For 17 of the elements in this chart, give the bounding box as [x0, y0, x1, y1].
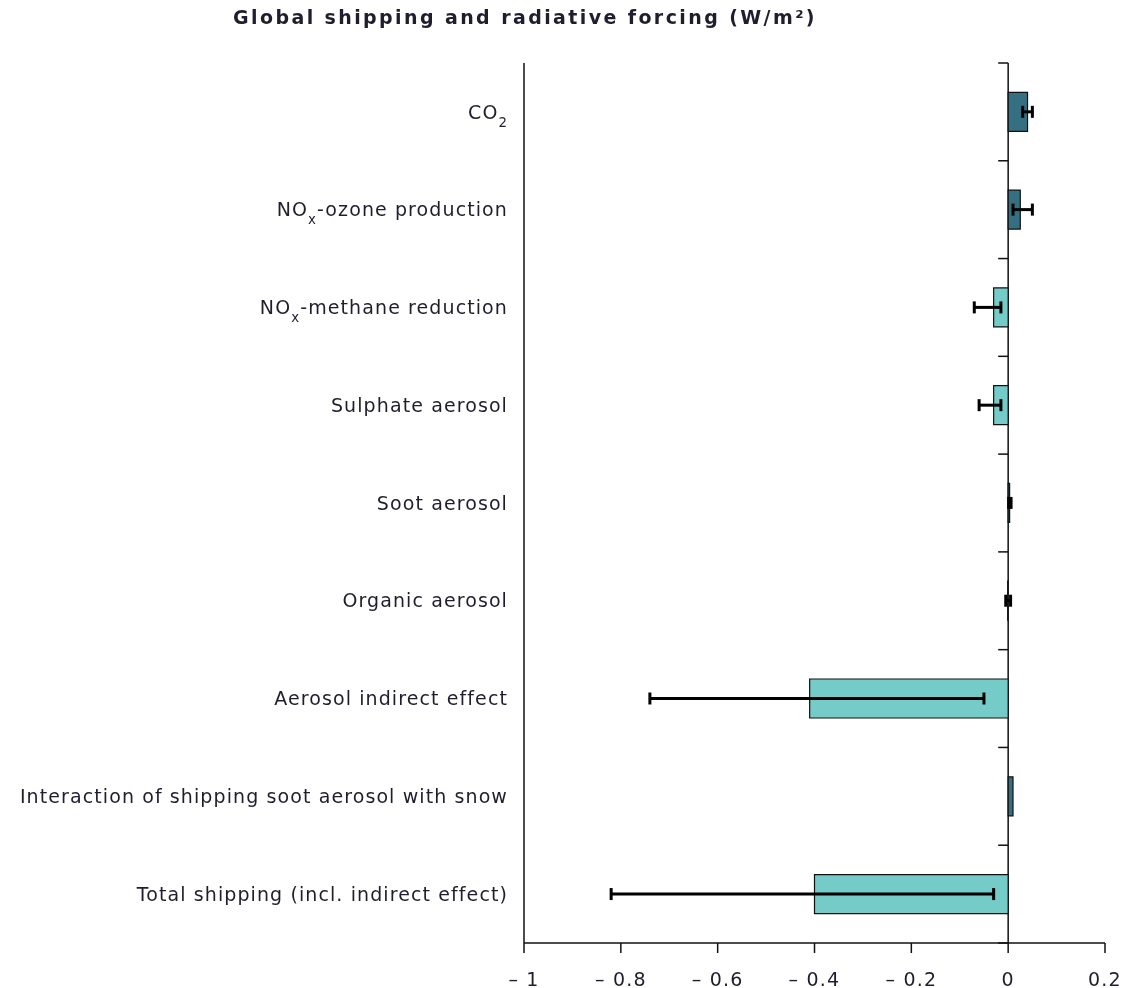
y-tick-label: CO$_{2}$: [468, 100, 508, 130]
chart-title: Global shipping and radiative forcing (W/m²): [232, 6, 818, 28]
y-tick-label: Sulphate aerosol: [330, 393, 508, 416]
y-tick-label: Interaction of shipping soot aerosol with snow: [19, 784, 508, 807]
x-tick-label: 0.2: [1088, 968, 1122, 988]
x-tick-label: – 0.2: [885, 968, 938, 988]
x-tick-label: – 0.8: [594, 968, 647, 988]
x-tick-label: – 1: [508, 968, 540, 988]
y-tick-label: Aerosol indirect effect: [274, 687, 508, 710]
x-tick-label: – 0.6: [691, 968, 744, 988]
y-tick-label: Organic aerosol: [342, 589, 508, 612]
x-tick-label: 0: [1001, 968, 1015, 988]
x-tick-label: – 0.4: [788, 968, 841, 988]
y-tick-label: NO$_{x}$-methane reduction: [259, 296, 508, 325]
y-tick-label: Soot aerosol: [376, 491, 508, 514]
y-tick-label: NO$_{x}$-ozone production: [276, 198, 508, 227]
y-tick-label: Total shipping (incl. indirect effect): [135, 882, 508, 905]
